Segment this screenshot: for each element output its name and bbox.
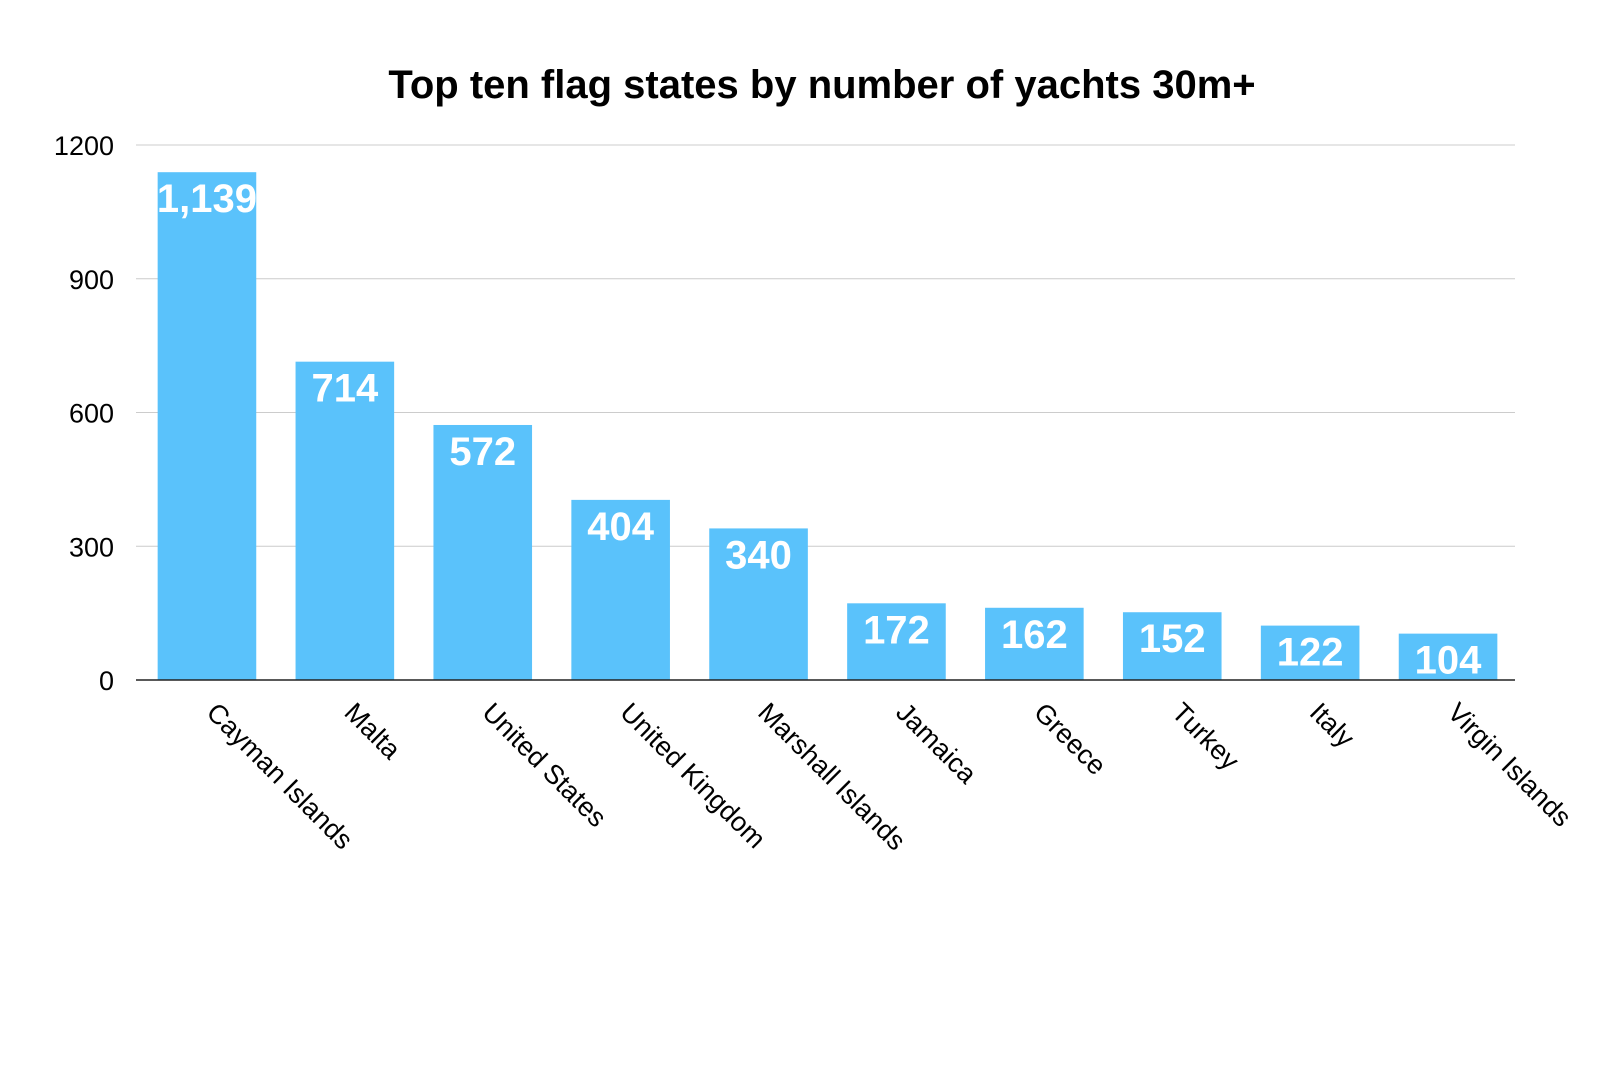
data-label: 162 <box>1001 613 1068 657</box>
data-label: 572 <box>449 430 516 474</box>
chart-title: Top ten flag states by number of yachts … <box>388 63 1255 107</box>
data-label: 404 <box>587 505 654 549</box>
y-tick-label: 600 <box>69 399 114 429</box>
data-label: 172 <box>863 608 930 652</box>
data-label: 152 <box>1139 617 1206 661</box>
data-label: 122 <box>1277 631 1344 675</box>
y-tick-label: 900 <box>69 265 114 295</box>
bar <box>847 603 946 680</box>
bar <box>295 361 395 680</box>
bar <box>1260 625 1360 680</box>
y-tick-label: 0 <box>99 666 114 696</box>
data-labels: 1,139 714 572 404 340 172 162 152 122 104 <box>157 177 1482 682</box>
x-tick-label: Marshall Islands <box>752 697 911 856</box>
data-label: 340 <box>725 533 792 577</box>
bar <box>985 607 1084 680</box>
bar <box>433 424 533 680</box>
x-tick-label: United Kingdom <box>614 697 771 854</box>
bar <box>1122 612 1222 680</box>
y-axis-ticks: 0 300 600 900 1200 <box>54 131 114 696</box>
bars <box>157 172 1498 680</box>
data-label: 1,139 <box>157 177 257 221</box>
x-tick-label: Turkey <box>1166 697 1245 776</box>
x-tick-label: Malta <box>339 697 408 766</box>
x-tick-label: Cayman Islands <box>201 697 359 855</box>
x-tick-label: Jamaica <box>890 697 983 790</box>
bar <box>157 172 257 680</box>
x-tick-label: Greece <box>1028 697 1112 781</box>
x-tick-label: United States <box>477 697 613 833</box>
x-tick-label: Italy <box>1304 697 1361 754</box>
data-label: 714 <box>311 367 378 411</box>
bar <box>571 499 670 680</box>
bar <box>709 528 808 680</box>
y-tick-label: 1200 <box>54 131 114 161</box>
y-tick-label: 300 <box>69 532 114 562</box>
x-tick-label: Virgin Islands <box>1442 697 1577 832</box>
bar <box>1398 633 1498 680</box>
data-label: 104 <box>1415 639 1482 683</box>
